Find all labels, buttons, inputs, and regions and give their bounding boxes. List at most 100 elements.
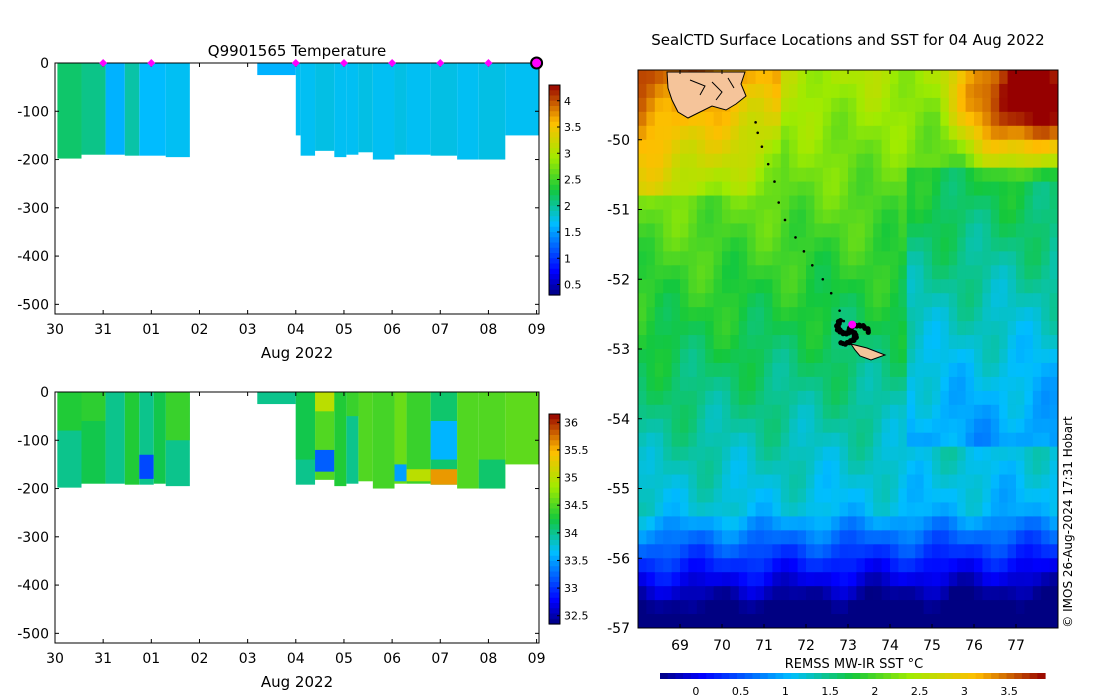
sst-cell xyxy=(764,432,773,448)
sst-cell xyxy=(864,70,874,85)
sst-cell xyxy=(906,600,916,615)
sst-cell xyxy=(663,223,673,238)
sst-cell xyxy=(663,376,673,392)
sst-cell xyxy=(873,223,883,238)
sst-cell xyxy=(873,572,883,587)
map-xtick-label: 72 xyxy=(797,638,815,654)
sst-cell xyxy=(873,600,883,615)
sst-cell xyxy=(696,572,706,587)
s-xtick-label: 30 xyxy=(46,651,64,667)
sst-cell xyxy=(671,376,681,392)
s-colorbar-segment xyxy=(549,435,560,441)
sst-cell xyxy=(898,614,908,628)
sst-cell xyxy=(923,111,933,127)
sst-cell xyxy=(881,502,891,517)
sst-cell xyxy=(738,614,748,628)
s-colorbar-segment xyxy=(549,414,560,420)
sst-cell xyxy=(1024,293,1034,308)
sst-cell xyxy=(730,139,740,155)
sst-cell xyxy=(1007,418,1017,434)
sst-cell xyxy=(932,432,941,448)
sst-colorbar-segment xyxy=(944,673,954,679)
sst-cell xyxy=(957,502,967,517)
sst-cell xyxy=(948,404,958,420)
sst-cell xyxy=(797,460,807,476)
sst-cell xyxy=(856,70,866,85)
sst-cell xyxy=(906,530,916,545)
sst-cell xyxy=(1007,572,1017,587)
seal-track xyxy=(754,121,871,347)
sst-cell xyxy=(646,474,656,489)
sst-cell xyxy=(696,390,706,406)
sst-cell xyxy=(713,460,723,476)
sst-cell xyxy=(948,614,958,628)
sst-cell xyxy=(722,460,731,476)
sst-cell xyxy=(990,446,1000,462)
map-xtick-label: 77 xyxy=(1007,638,1025,654)
sst-cell xyxy=(797,279,807,294)
sst-cell xyxy=(839,544,849,559)
sst-cell xyxy=(747,209,757,224)
sst-cell xyxy=(688,223,698,238)
sst-cell xyxy=(974,488,983,503)
sst-cell xyxy=(780,237,790,252)
sst-colorbar-segment xyxy=(721,673,730,679)
sst-cell xyxy=(940,362,950,378)
sst-cell xyxy=(713,432,723,448)
sst-cell xyxy=(948,446,958,462)
sst-cell xyxy=(999,516,1009,531)
sst-cell xyxy=(906,195,916,210)
sst-cell xyxy=(663,139,673,155)
sst-cell xyxy=(680,474,689,489)
sst-cell xyxy=(688,376,698,392)
sst-cell xyxy=(848,600,857,615)
sst-cell xyxy=(764,83,773,99)
credit-text: © IMOS 26-Aug-2024 17:31 Hobart xyxy=(1061,416,1075,628)
sst-cell xyxy=(1007,181,1017,197)
sst-cell xyxy=(755,293,765,308)
sst-cell xyxy=(999,446,1009,462)
sst-cell xyxy=(797,265,807,280)
sst-cell xyxy=(898,167,908,183)
sst-cell xyxy=(730,111,740,127)
temperature-xlabel: Aug 2022 xyxy=(261,344,333,362)
sst-cell xyxy=(915,390,925,406)
sst-cell xyxy=(780,125,790,141)
sst-cell xyxy=(705,237,715,252)
sst-cell xyxy=(864,544,874,559)
sst-cell xyxy=(646,460,656,476)
sst-cell xyxy=(764,97,773,113)
sst-cell xyxy=(1024,544,1034,559)
sst-cell xyxy=(948,362,958,378)
s-profile-cell xyxy=(406,392,431,484)
s-colorbar-segment xyxy=(549,524,560,531)
sst-cell xyxy=(906,544,916,559)
sst-cell xyxy=(755,139,765,155)
sst-cell xyxy=(982,153,992,169)
t-colorbar-segment xyxy=(549,242,560,249)
sst-cell xyxy=(822,167,832,183)
sst-cell xyxy=(797,404,807,420)
sst-cell xyxy=(965,251,975,266)
sst-cell xyxy=(999,376,1009,392)
t-xtick-label: 01 xyxy=(142,322,160,338)
sst-cell xyxy=(822,390,832,406)
sst-cell xyxy=(957,390,967,406)
sst-cell xyxy=(839,376,849,392)
sst-cell xyxy=(923,279,933,294)
sst-cell xyxy=(873,586,883,601)
sst-cell xyxy=(1007,390,1017,406)
sst-cell xyxy=(654,139,664,155)
sst-cell xyxy=(957,321,967,336)
sst-cell xyxy=(806,614,815,628)
sst-cell xyxy=(638,223,647,238)
land-features xyxy=(666,71,887,361)
sst-cell xyxy=(646,293,656,308)
sst-cell xyxy=(772,70,782,85)
s-colorbar-segment xyxy=(549,597,560,604)
sst-cell xyxy=(688,279,698,294)
sst-cell xyxy=(940,586,950,601)
sst-cell xyxy=(1007,97,1017,113)
sst-cell xyxy=(915,209,925,224)
sst-cell xyxy=(1032,418,1042,434)
